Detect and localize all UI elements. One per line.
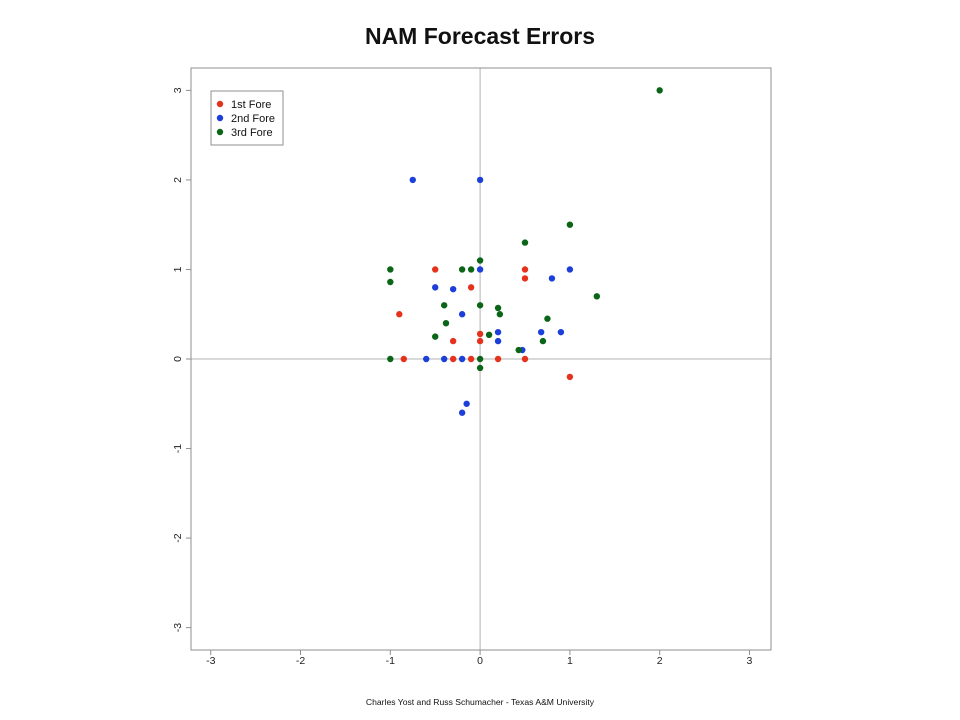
point-3rd-fore [387, 355, 394, 363]
point-1st-fore [476, 337, 484, 345]
x-tick-label: -2 [296, 655, 305, 667]
point-2nd-fore [409, 176, 416, 184]
point-3rd-fore [458, 266, 466, 273]
point-3rd-fore [496, 311, 504, 318]
series-3rd-fore [387, 87, 663, 372]
point-2nd-fore [494, 328, 502, 336]
legend-swatch-3rd-fore [216, 128, 224, 136]
point-3rd-fore [485, 331, 493, 339]
point-3rd-fore [494, 304, 502, 312]
point-3rd-fore [593, 293, 601, 300]
point-1st-fore [521, 275, 529, 282]
point-3rd-fore [544, 315, 551, 322]
legend-label-3rd-fore: 3rd Fore [231, 127, 273, 139]
point-1st-fore [449, 355, 457, 363]
legend-swatch-1st-fore [216, 100, 224, 108]
legend-label-2nd-fore: 2nd Fore [231, 113, 275, 125]
x-tick-label: 1 [567, 655, 573, 667]
y-tick-label: -2 [172, 533, 184, 542]
legend-label-1st-fore: 1st Fore [231, 99, 271, 111]
point-2nd-fore [557, 328, 565, 336]
point-3rd-fore [515, 346, 522, 354]
point-2nd-fore [476, 176, 484, 184]
point-2nd-fore [432, 284, 439, 291]
data-points [387, 87, 663, 416]
x-tick-label: -3 [206, 655, 215, 667]
point-2nd-fore [537, 328, 545, 336]
point-3rd-fore [387, 278, 394, 286]
legend: 1st Fore 2nd Fore 3rd Fore [210, 90, 284, 146]
point-3rd-fore [539, 337, 547, 345]
point-3rd-fore [476, 364, 484, 372]
y-tick-label: 2 [172, 177, 184, 183]
chart-title: NAM Forecast Errors [365, 23, 595, 49]
point-3rd-fore [566, 221, 574, 228]
point-3rd-fore [432, 333, 439, 340]
point-3rd-fore [521, 239, 529, 246]
x-tick-label: 0 [477, 655, 483, 667]
series-2nd-fore [409, 176, 574, 416]
point-3rd-fore [476, 257, 484, 264]
point-3rd-fore [656, 87, 663, 94]
y-tick-label: 0 [172, 356, 184, 362]
point-3rd-fore [440, 302, 448, 309]
point-1st-fore [476, 330, 484, 338]
point-3rd-fore [467, 266, 475, 273]
point-1st-fore [521, 266, 529, 273]
y-tick-label: -3 [172, 623, 184, 632]
point-1st-fore [432, 266, 439, 273]
point-2nd-fore [494, 337, 502, 345]
point-3rd-fore [387, 266, 394, 273]
point-1st-fore [467, 284, 475, 291]
legend-swatch-2nd-fore [216, 114, 224, 122]
y-tick-label: 1 [172, 266, 184, 272]
point-2nd-fore [548, 275, 556, 282]
point-2nd-fore [463, 400, 470, 407]
point-2nd-fore [476, 266, 484, 273]
point-2nd-fore [449, 285, 457, 293]
series-1st-fore [396, 266, 574, 381]
y-axis: -3 -2 -1 0 1 2 3 [172, 87, 191, 632]
point-2nd-fore [423, 355, 430, 363]
point-3rd-fore [476, 355, 484, 363]
x-axis: -3 -2 -1 0 1 2 3 [206, 650, 753, 667]
point-1st-fore [467, 355, 475, 363]
point-3rd-fore [476, 302, 484, 309]
point-1st-fore [400, 355, 407, 363]
y-tick-label: -1 [172, 444, 184, 453]
point-1st-fore [566, 373, 574, 381]
point-2nd-fore [440, 355, 448, 363]
point-1st-fore [494, 355, 502, 363]
point-1st-fore [449, 337, 457, 345]
point-2nd-fore [458, 355, 466, 363]
point-1st-fore [396, 311, 403, 318]
point-2nd-fore [566, 266, 574, 273]
point-3rd-fore [442, 319, 450, 327]
point-2nd-fore [458, 311, 466, 318]
x-tick-label: 2 [657, 655, 663, 667]
credit-footer: Charles Yost and Russ Schumacher - Texas… [366, 697, 595, 707]
x-tick-label: 3 [747, 655, 753, 667]
point-1st-fore [521, 355, 529, 363]
point-2nd-fore [458, 409, 466, 416]
x-tick-label: -1 [386, 655, 395, 667]
y-tick-label: 3 [172, 87, 184, 93]
